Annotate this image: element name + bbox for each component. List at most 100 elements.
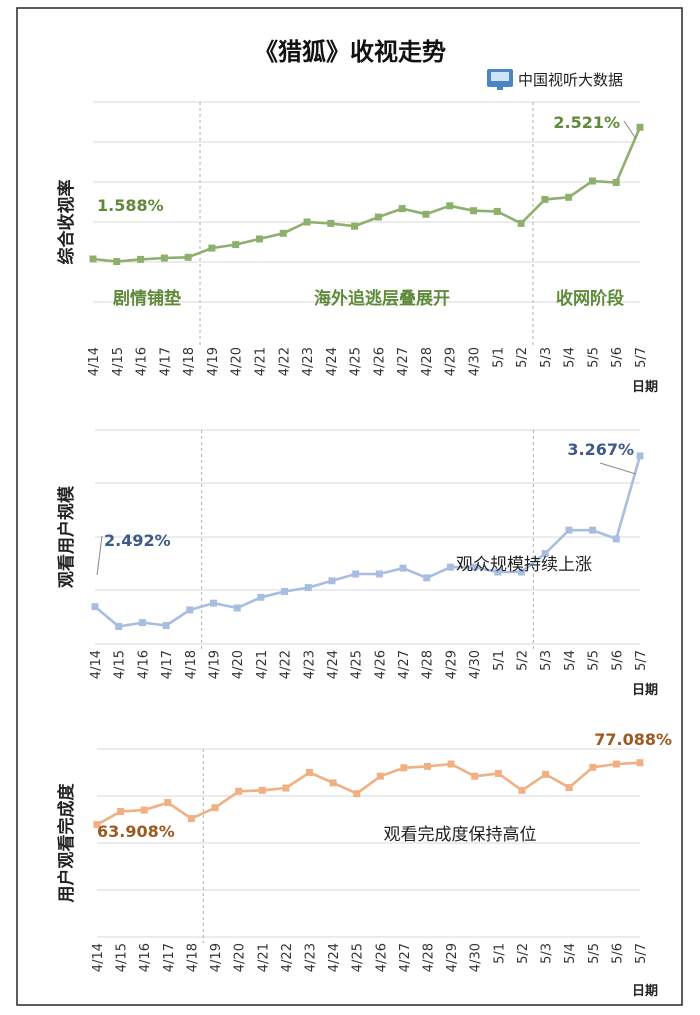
x-tick-label: 4/27 xyxy=(397,650,412,679)
x-tick-label: 5/4 xyxy=(563,650,578,671)
data-point xyxy=(208,244,216,252)
outer-frame xyxy=(16,7,683,1006)
data-point xyxy=(470,207,478,215)
data-point xyxy=(329,779,337,787)
x-tick-label: 4/20 xyxy=(230,347,245,376)
x-tick-label: 4/18 xyxy=(184,650,199,679)
data-point xyxy=(376,772,384,780)
x-tick-label: 4/16 xyxy=(136,650,151,679)
data-point xyxy=(328,577,336,585)
data-point xyxy=(517,219,525,227)
x-tick-label: 4/30 xyxy=(469,943,484,972)
chart-viewer-scale: 观看用户规模 4/14 4/15 4/16 4/17 4/18 4/19 4/20 4/21 4/… xyxy=(56,429,658,698)
chart-annotation: 观看完成度保持高位 xyxy=(384,825,537,845)
x-tick-label: 4/15 xyxy=(113,650,128,679)
data-point xyxy=(255,235,263,243)
data-point xyxy=(589,526,597,534)
tv-data-logo-icon xyxy=(487,69,513,90)
x-tick-label: 4/28 xyxy=(421,650,436,679)
x-tick-label: 4/26 xyxy=(372,347,387,376)
data-point xyxy=(636,452,644,460)
end-value-label: 2.521% xyxy=(553,113,620,132)
y-axis-label: 用户观看完成度 xyxy=(56,783,77,903)
x-tick-label: 4/28 xyxy=(422,943,437,972)
data-point xyxy=(424,762,432,770)
data-point xyxy=(352,570,360,578)
data-point xyxy=(187,815,195,823)
chart-overall-rating: 综合收视率 4/14 4/15 4/16 4/17 4/18 4/19 4/20 4/21 4/2… xyxy=(56,101,658,395)
data-point xyxy=(303,218,311,226)
x-tick-label: 4/18 xyxy=(185,943,200,972)
x-axis-label: 日期 xyxy=(632,683,658,698)
data-point xyxy=(93,821,101,829)
x-tick-label: 5/4 xyxy=(563,347,578,368)
y-axis-label: 观看用户规模 xyxy=(56,485,77,589)
x-tick-label: 4/29 xyxy=(444,650,459,679)
x-tick-label: 5/5 xyxy=(586,347,601,368)
x-tick-label: 5/7 xyxy=(634,943,649,964)
x-tick-label: 5/1 xyxy=(492,943,507,964)
x-tick-label: 4/17 xyxy=(162,943,177,972)
data-point xyxy=(374,213,382,221)
x-tick-label: 4/21 xyxy=(253,347,268,376)
chart-annotation: 观众规模持续上涨 xyxy=(456,555,592,575)
chart-completion-rate: 用户观看完成度 4/14 4/15 4/16 4/17 4/18 4/19 4/20 4/21 4… xyxy=(56,730,672,999)
x-tick-label: 4/20 xyxy=(231,650,246,679)
data-point xyxy=(398,205,406,213)
source-badge: 中国视听大数据 xyxy=(487,69,623,90)
x-tick-label: 4/25 xyxy=(351,943,366,972)
data-point xyxy=(422,210,430,218)
x-tick-label: 4/21 xyxy=(256,943,271,972)
data-point xyxy=(115,622,123,630)
series-line xyxy=(92,126,642,263)
x-tick-label: 4/23 xyxy=(303,943,318,972)
x-tick-label: 5/6 xyxy=(610,347,625,368)
data-point xyxy=(518,786,526,794)
data-point xyxy=(565,784,573,792)
data-point xyxy=(304,584,312,592)
data-point xyxy=(446,202,454,210)
x-tick-label: 5/7 xyxy=(634,347,649,368)
x-tick-label: 4/20 xyxy=(233,943,248,972)
data-point xyxy=(137,255,145,263)
data-point xyxy=(471,772,479,780)
data-point xyxy=(541,195,549,203)
x-tick-label: 5/5 xyxy=(587,943,602,964)
data-point xyxy=(423,574,431,582)
data-point xyxy=(542,770,550,778)
x-tick-label: 4/16 xyxy=(138,943,153,972)
start-value-label: 63.908% xyxy=(97,822,175,841)
x-tick-label: 4/19 xyxy=(209,943,224,972)
x-tick-label: 4/28 xyxy=(420,347,435,376)
data-point xyxy=(164,799,172,807)
data-point xyxy=(493,207,501,215)
data-point xyxy=(113,258,121,266)
data-point xyxy=(209,599,217,607)
phase-label: 剧情铺垫 xyxy=(113,288,181,309)
x-tick-label: 4/24 xyxy=(325,347,340,376)
x-tick-label: 5/2 xyxy=(515,347,530,368)
data-point xyxy=(327,219,335,227)
data-point xyxy=(612,535,620,543)
x-tick-label: 5/6 xyxy=(610,650,625,671)
label-leader xyxy=(96,535,103,576)
data-point xyxy=(232,241,240,249)
x-tick-label: 4/24 xyxy=(326,650,341,679)
source-label: 中国视听大数据 xyxy=(518,71,623,89)
data-point xyxy=(636,759,644,767)
data-point xyxy=(518,568,526,576)
x-tick-label: 4/30 xyxy=(468,650,483,679)
x-tick-label: 5/1 xyxy=(492,650,507,671)
start-value-label: 2.492% xyxy=(104,531,171,550)
data-point xyxy=(138,619,146,627)
data-point xyxy=(89,255,97,263)
x-tick-label: 4/26 xyxy=(373,650,388,679)
start-value-label: 1.588% xyxy=(97,196,164,215)
data-point xyxy=(399,564,407,572)
data-point xyxy=(565,526,573,534)
x-tick-label: 4/16 xyxy=(135,347,150,376)
y-axis-label: 综合收视率 xyxy=(56,180,77,265)
x-tick-label: 5/6 xyxy=(610,943,625,964)
x-tick-label: 4/27 xyxy=(398,943,413,972)
